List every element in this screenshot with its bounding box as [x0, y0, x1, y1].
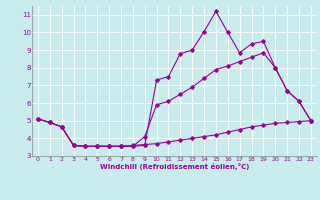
- X-axis label: Windchill (Refroidissement éolien,°C): Windchill (Refroidissement éolien,°C): [100, 163, 249, 170]
